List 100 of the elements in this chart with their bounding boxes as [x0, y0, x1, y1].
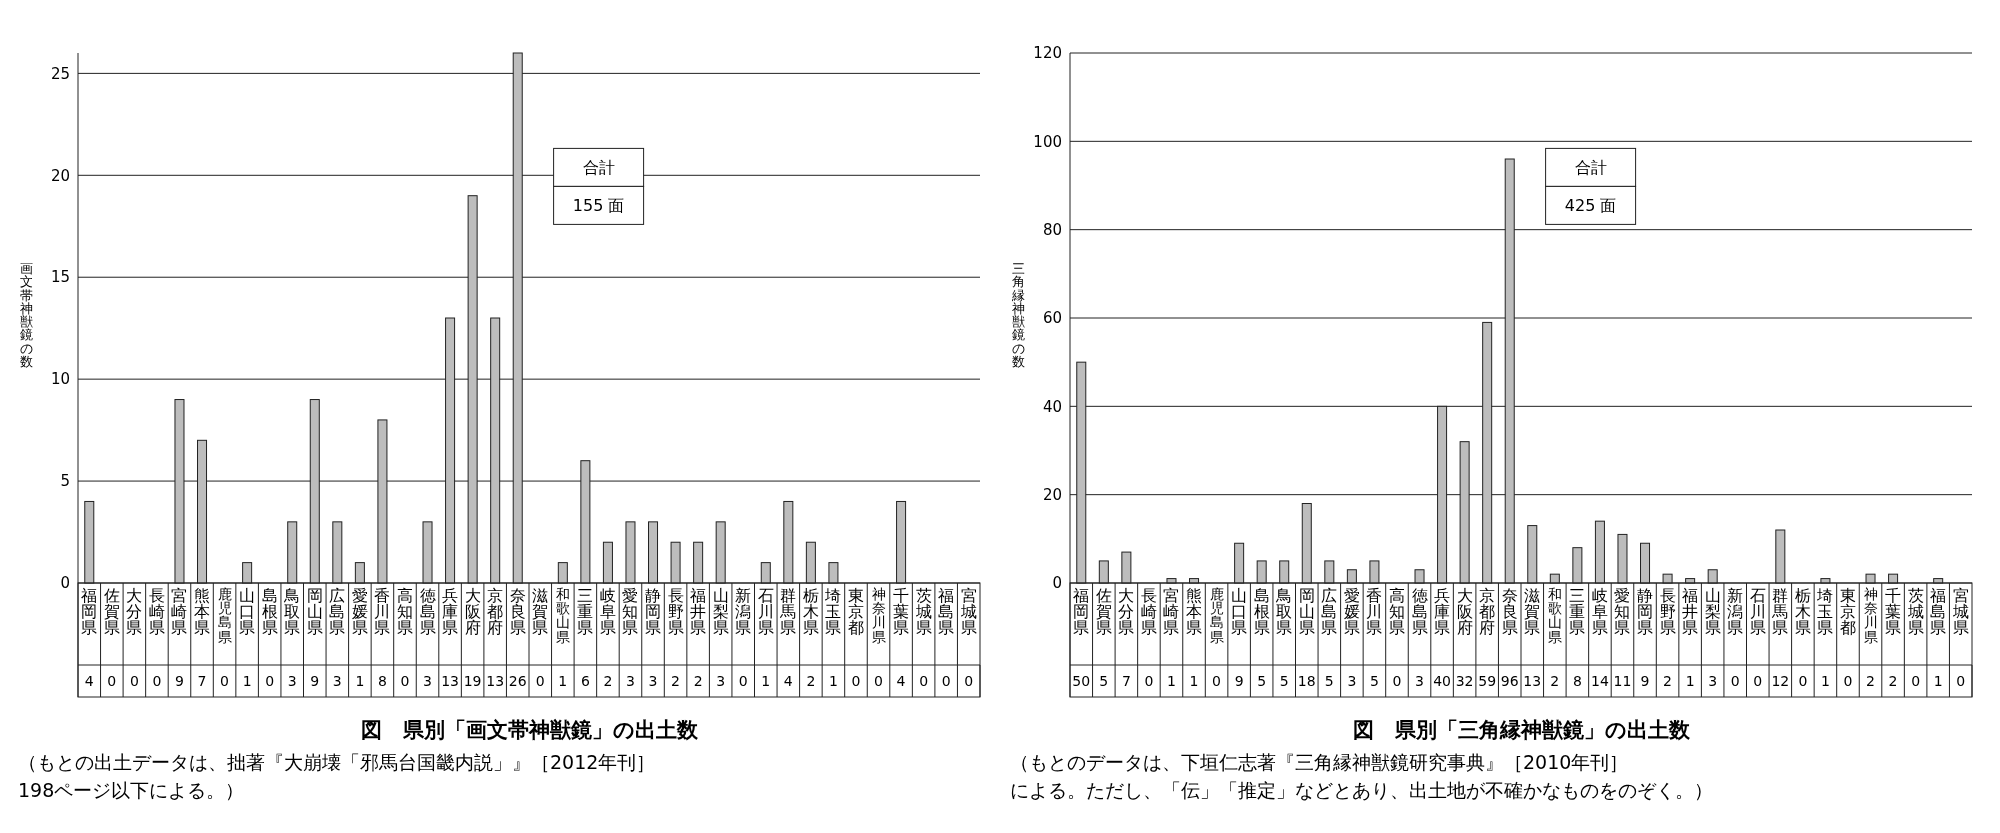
data-label: 3	[1347, 673, 1357, 689]
annotation: 155 面	[572, 196, 625, 216]
x-tick-label: 福井県	[690, 585, 707, 638]
y-tick-label: 80	[1042, 220, 1062, 239]
data-label: 0	[1798, 673, 1808, 689]
y-tick-label: 15	[50, 268, 70, 287]
data-label: 2	[806, 673, 816, 689]
data-label: 0	[738, 673, 748, 689]
data-label: 13	[486, 673, 505, 689]
data-label: 0	[1730, 673, 1740, 689]
y-tick-label: 0	[1052, 574, 1062, 593]
y-tick-label: 40	[1042, 397, 1062, 416]
data-label: 3	[1708, 673, 1718, 689]
x-tick-label: 福井県	[1682, 585, 1699, 638]
x-tick-label: 長崎県	[148, 585, 165, 638]
x-tick-label: 愛知県	[622, 585, 639, 638]
data-label: 1	[761, 673, 771, 689]
data-label: 1	[1685, 673, 1695, 689]
y-axis-title: 画文帯神獣鏡の数	[19, 261, 33, 369]
x-tick-label: 大分県	[126, 585, 143, 638]
data-label: 3	[626, 673, 635, 689]
data-label: 0	[400, 673, 410, 689]
data-label: 4	[896, 673, 906, 689]
data-label: 2	[1888, 673, 1898, 689]
data-label: 3	[287, 673, 297, 689]
x-tick-label: 岐阜県	[1591, 585, 1608, 638]
data-label: 12	[1771, 673, 1790, 689]
y-tick-label: 5	[60, 472, 70, 491]
x-tick-label: 岡山県	[306, 585, 323, 638]
x-tick-label: 大阪府	[464, 585, 481, 638]
data-label: 13	[1523, 673, 1542, 689]
data-label: 3	[332, 673, 342, 689]
x-tick-label: 香川県	[1366, 585, 1383, 638]
x-tick-label: 山口県	[1231, 585, 1248, 638]
data-label: 1	[355, 673, 365, 689]
x-tick-label: 鳥取県	[1275, 585, 1293, 638]
x-tick-label: 宮城県	[1951, 585, 1969, 638]
x-tick-label: 東京都	[1839, 585, 1856, 638]
x-tick-label: 岐阜県	[599, 585, 616, 638]
data-label: 40	[1433, 673, 1451, 689]
x-tick-label: 茨城県	[1906, 585, 1924, 638]
data-label: 0	[1212, 673, 1222, 689]
data-label: 0	[129, 673, 139, 689]
x-tick-label: 福岡県	[1073, 585, 1090, 638]
x-tick-label: 福岡県	[81, 585, 98, 638]
x-tick-label: 愛知県	[1614, 585, 1631, 638]
x-tick-label: 和歌山県	[555, 585, 570, 645]
x-tick-label: 三重県	[577, 585, 594, 638]
data-label: 2	[671, 673, 681, 689]
y-tick-label: 0	[60, 574, 70, 593]
data-label: 19	[463, 673, 482, 689]
x-tick-label: 茨城県	[914, 585, 932, 638]
data-label: 9	[175, 673, 184, 689]
x-tick-label: 千葉県	[893, 585, 910, 638]
x-tick-label: 静岡県	[1637, 585, 1654, 638]
x-tick-label: 高知県	[396, 585, 413, 638]
text: 図 県別「三角縁神獣鏡」の出土数	[1352, 718, 1691, 742]
x-tick-label: 広島県	[329, 585, 346, 638]
x-tick-label: 千葉県	[1885, 585, 1902, 638]
data-label: 0	[941, 673, 951, 689]
x-tick-label: 大分県	[1118, 585, 1135, 638]
data-label: 6	[580, 673, 590, 689]
x-tick-label: 栃木県	[1794, 585, 1811, 638]
data-label: 3	[423, 673, 432, 689]
x-tick-label: 長野県	[1659, 585, 1676, 638]
data-label: 7	[197, 673, 207, 689]
x-tick-label: 奈良県	[509, 585, 526, 638]
data-label: 5	[1369, 673, 1379, 689]
data-label: 0	[1753, 673, 1763, 689]
x-tick-label: 奈良県	[1501, 585, 1518, 638]
x-tick-label: 石川県	[1749, 585, 1766, 638]
data-label: 1	[1820, 673, 1830, 689]
data-label: 0	[1956, 673, 1966, 689]
data-label: 1	[828, 673, 838, 689]
text: 図 県別「画文帯神獣鏡」の出土数	[360, 718, 699, 742]
x-tick-label: 京都府	[487, 585, 504, 638]
data-label: 0	[1843, 673, 1853, 689]
y-tick-label: 20	[50, 166, 70, 185]
y-axis-title: 三角縁神獣鏡の数	[1010, 261, 1025, 369]
data-label: 9	[310, 673, 320, 689]
x-tick-label: 埼玉県	[824, 585, 842, 638]
x-tick-label: 兵庫県	[442, 585, 459, 638]
x-tick-label: 山梨県	[1704, 585, 1721, 638]
x-tick-label: 兵庫県	[1434, 585, 1451, 638]
data-label: 5	[1099, 673, 1109, 689]
data-label: 1	[1933, 673, 1943, 689]
x-tick-label: 静岡県	[645, 585, 662, 638]
x-tick-label: 愛媛県	[351, 585, 368, 638]
data-label: 18	[1297, 673, 1316, 689]
text: 198ページ以下による。）	[18, 779, 245, 801]
data-label: 0	[107, 673, 117, 689]
data-label: 50	[1072, 673, 1091, 689]
data-label: 0	[220, 673, 230, 689]
x-tick-label: 広島県	[1321, 585, 1338, 638]
data-label: 4	[84, 673, 94, 689]
data-label: 26	[508, 673, 527, 689]
x-tick-label: 大阪府	[1456, 585, 1473, 638]
x-tick-label: 山口県	[239, 585, 256, 638]
data-label: 9	[1640, 673, 1650, 689]
y-tick-label: 10	[50, 370, 70, 389]
